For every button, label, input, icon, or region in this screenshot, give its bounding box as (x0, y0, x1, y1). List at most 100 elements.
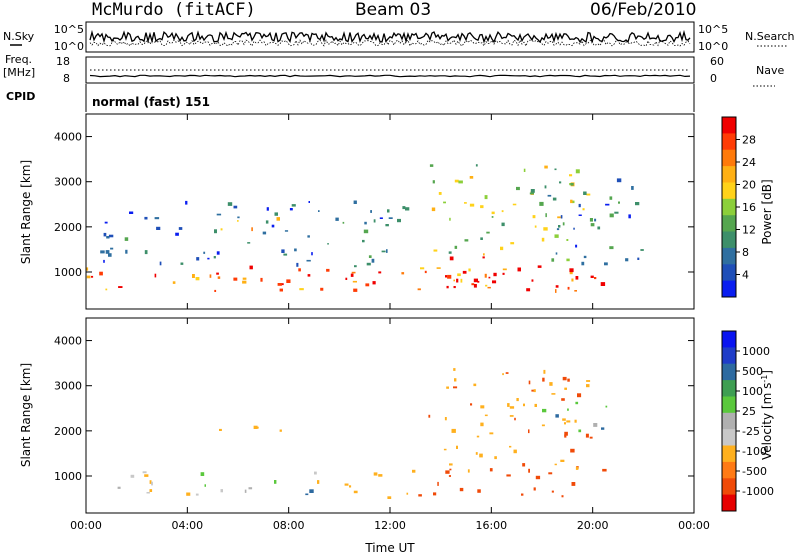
heatmap-cell (405, 207, 410, 211)
heatmap-cell (547, 194, 552, 197)
heatmap-cell (604, 262, 608, 266)
heatmap-cell (445, 470, 450, 474)
heatmap-cell (279, 288, 283, 292)
heatmap-cell (397, 218, 401, 223)
heatmap-cell (192, 274, 195, 278)
velocity-colorbar: 1000 500 100 25 -25 -100 -500 -1000 (721, 330, 774, 512)
heatmap-cell (373, 472, 378, 476)
heatmap-cell (444, 417, 447, 421)
heatmap-cell (248, 487, 253, 490)
nsky-trace (89, 29, 691, 44)
heatmap-cell (195, 493, 199, 496)
heatmap-cell (535, 475, 541, 480)
frequency-line (89, 74, 691, 78)
heatmap-cell (276, 217, 280, 221)
heatmap-cell (149, 489, 153, 492)
heatmap-cell (307, 274, 311, 277)
heatmap-cell (489, 468, 493, 472)
heatmap-cell (326, 268, 330, 272)
velocity-ylabel: Slant Range [km] (19, 363, 33, 467)
noise-panel-frame (85, 21, 695, 53)
heatmap-cell (446, 386, 449, 389)
colorbar-segment (722, 331, 736, 348)
velocity-colorbar-label: Velocity [m s-1] (760, 370, 775, 460)
colorbar-frame (721, 330, 737, 512)
heatmap-cell (454, 245, 458, 249)
heatmap-cell (500, 246, 504, 251)
heatmap-cell (305, 493, 309, 496)
heatmap-cell (609, 213, 614, 218)
heatmap-cell (373, 219, 376, 223)
heatmap-cell (534, 225, 537, 228)
heatmap-cell (469, 176, 474, 179)
heatmap-cell (531, 279, 534, 282)
heatmap-cell (510, 242, 515, 245)
colorbar-tick-label: -500 (742, 465, 767, 478)
heatmap-cell (593, 423, 598, 427)
heatmap-cell (526, 288, 531, 292)
heatmap-cell (99, 271, 103, 276)
heatmap-cell (561, 398, 565, 401)
nsky-label: N.Sky (3, 30, 35, 43)
heatmap-cell (175, 232, 179, 236)
heatmap-cell (532, 215, 536, 219)
noise-tick-left-bottom: 10^0 (54, 40, 84, 53)
heatmap-cell (533, 389, 536, 393)
heatmap-cell (516, 186, 520, 191)
heatmap-cell (578, 429, 582, 433)
heatmap-cell (216, 272, 219, 275)
heatmap-cell (203, 251, 206, 254)
heatmap-cell (453, 286, 456, 289)
freq-tick-bottom: 8 (63, 72, 70, 85)
heatmap-cell (445, 275, 448, 278)
heatmap-cell (512, 203, 517, 206)
heatmap-cell (555, 285, 559, 288)
freq-label-line2: [MHz] (3, 66, 35, 79)
heatmap-cell (529, 192, 534, 195)
nsearch-label: N.Search (745, 30, 795, 43)
heatmap-cell (314, 471, 317, 475)
heatmap-cell (464, 239, 469, 242)
velocity-xlabel: Time UT (364, 541, 415, 554)
heatmap-cell (601, 427, 605, 430)
heatmap-cell (480, 405, 485, 409)
heatmap-cell (284, 230, 289, 232)
colorbar-segment (722, 478, 736, 496)
heatmap-cell (354, 265, 357, 268)
heatmap-cell (437, 481, 439, 486)
heatmap-cell (473, 383, 477, 387)
heatmap-cell (291, 204, 296, 207)
heatmap-cell (477, 489, 481, 493)
power-colorbar: 28 24 20 16 12 8 4 (721, 116, 756, 298)
heatmap-cell (589, 436, 593, 439)
heatmap-cell (251, 227, 253, 232)
heatmap-cell (514, 417, 516, 421)
heatmap-cell (509, 445, 512, 448)
heatmap-cell (443, 448, 447, 451)
heatmap-cell (486, 231, 490, 234)
colorbar-tick-label: 20 (742, 179, 756, 192)
heatmap-cell (117, 486, 121, 489)
heatmap-cell (561, 495, 564, 498)
heatmap-cell (618, 201, 620, 204)
heatmap-cell (570, 199, 573, 204)
x-tick-label: 16:00 (475, 519, 507, 532)
heatmap-cell (388, 217, 393, 219)
heatmap-cell (614, 211, 619, 214)
heatmap-cell (454, 378, 457, 382)
heatmap-cell (233, 277, 238, 281)
colorbar-segment (722, 461, 736, 479)
x-tick-label: 00:00 (678, 519, 710, 532)
colorbar-segment (722, 445, 736, 463)
heatmap-cell (219, 428, 222, 431)
heatmap-cell (471, 283, 475, 286)
heatmap-cell (560, 215, 563, 219)
heatmap-cell (493, 272, 497, 277)
heatmap-cell (569, 270, 573, 275)
heatmap-cell (417, 288, 421, 291)
heatmap-cell (484, 273, 487, 278)
colorbar-tick-label: 25 (742, 405, 756, 418)
heatmap-cell (216, 251, 220, 255)
heatmap-cell (468, 268, 471, 272)
heatmap-cell (571, 482, 576, 486)
